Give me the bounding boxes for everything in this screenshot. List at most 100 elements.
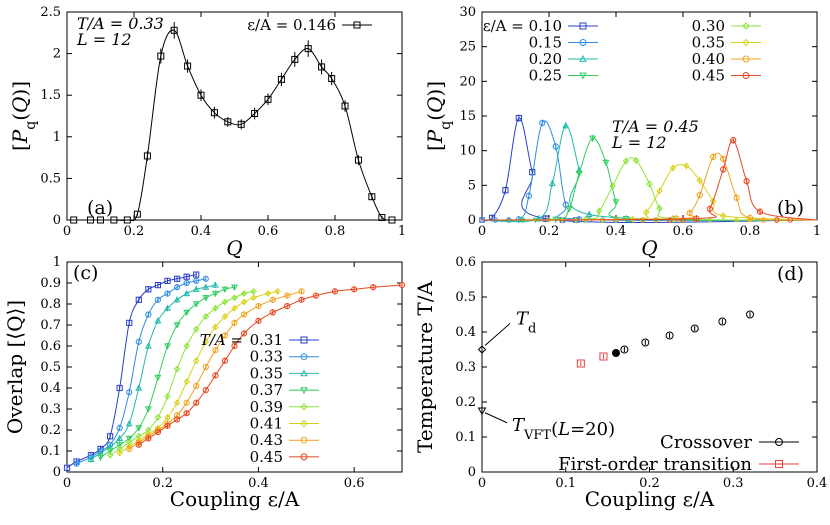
data-point	[106, 451, 114, 459]
series-td	[477, 345, 487, 354]
data-point	[284, 292, 291, 299]
legend-marker	[300, 387, 308, 395]
data-point	[193, 382, 200, 389]
data-point	[341, 102, 349, 110]
data-point	[709, 197, 717, 205]
legend-marker	[300, 403, 308, 411]
data-point	[123, 216, 131, 224]
y-tick-label: 0.6	[455, 255, 476, 270]
data-point	[250, 294, 257, 302]
x-tick-label: 0	[478, 224, 486, 239]
data-point	[144, 342, 152, 349]
x-tick-label: 0.6	[673, 224, 694, 239]
series-firstordertransition	[576, 352, 608, 368]
data-point	[106, 433, 114, 440]
data-point	[730, 137, 737, 144]
data-point	[251, 110, 259, 118]
data-point	[164, 277, 171, 284]
data-point	[602, 159, 610, 167]
data-point	[612, 349, 620, 357]
y-tick-label: 0.5	[40, 171, 61, 186]
data-point	[221, 332, 229, 339]
baseline-point	[760, 217, 767, 223]
y-tick-label: 1	[53, 130, 61, 145]
data-point	[525, 192, 533, 199]
y-tick-label: 0.3	[455, 360, 476, 375]
data-point	[656, 204, 663, 212]
annotation-td: Td	[516, 309, 536, 337]
legend-label: 0.35	[250, 364, 283, 382]
panel-a: 0 0.2 0.4 0.6 0.8 1 0 0.5 1 1.5 2 2.5 ε/A = 0.146 T/A…	[8, 5, 406, 260]
data-point	[192, 285, 200, 292]
data-point	[125, 435, 133, 443]
data-point	[756, 208, 764, 215]
data-point	[250, 288, 257, 295]
panel-label: (b)	[777, 197, 804, 219]
legend-label: 0.39	[250, 398, 283, 416]
baseline-point	[733, 217, 740, 223]
baseline-point	[706, 217, 713, 223]
panel-label: (c)	[73, 262, 98, 284]
data-point	[73, 460, 80, 467]
x-axis-label: Coupling ε/A	[585, 487, 715, 511]
data-point	[284, 303, 291, 310]
series-line	[76, 278, 206, 465]
x-tick-label: 0.8	[740, 224, 761, 239]
data-point	[576, 359, 585, 368]
data-point	[126, 319, 133, 326]
data-point	[231, 284, 238, 291]
x-tick-label: 1	[398, 224, 406, 239]
x-tick-label: 0.3	[723, 476, 744, 491]
series-crossover	[620, 310, 754, 354]
data-point	[164, 422, 171, 429]
data-point	[192, 357, 200, 365]
data-point	[515, 114, 522, 122]
data-point	[97, 216, 104, 224]
data-point	[202, 363, 209, 371]
x-tick-label: 0.2	[539, 224, 560, 239]
series-line	[481, 137, 818, 221]
data-point	[145, 311, 152, 318]
data-point	[116, 434, 124, 441]
data-point	[193, 271, 200, 278]
data-point	[154, 429, 162, 436]
data-point	[642, 209, 650, 216]
x-axis-label: Q	[641, 236, 657, 260]
series-line	[73, 29, 393, 222]
series-T0.33	[73, 275, 209, 467]
data-point	[719, 212, 727, 220]
data-point	[548, 179, 556, 186]
legend-marker	[300, 419, 308, 428]
data-point	[183, 410, 190, 417]
data-point	[183, 289, 191, 297]
data-point	[575, 170, 583, 178]
data-point	[135, 296, 142, 303]
x-tick-label: 0.4	[807, 476, 828, 491]
data-point	[184, 62, 192, 70]
data-point	[641, 338, 650, 347]
legend-marker	[579, 72, 587, 80]
baseline-point	[747, 217, 753, 223]
legend-marker	[300, 436, 308, 444]
legend-label: 0.35	[692, 34, 725, 52]
y-tick-label: 0.4	[40, 381, 61, 396]
y-tick-label: 0.1	[40, 444, 61, 459]
series-line	[100, 286, 235, 458]
y-tick-label: 5	[468, 178, 476, 193]
legend-label: 0.37	[250, 381, 283, 399]
data-point	[164, 304, 171, 311]
plot-frame	[66, 11, 403, 221]
y-tick-label: 30	[459, 5, 476, 20]
data-point	[110, 216, 118, 224]
data-point	[126, 445, 133, 452]
data-point	[231, 304, 238, 312]
y-tick-label: 0.4	[455, 325, 476, 340]
x-tick-label: 0.1	[555, 476, 576, 491]
data-point	[173, 296, 181, 303]
data-point	[135, 425, 143, 432]
legend-label: 0.45	[692, 67, 725, 85]
panel-d: 0 0.1 0.2 0.3 0.4 0 0.1 0.2 0.3 0.4 0.5 0.6 Td TVFT(L…	[413, 255, 827, 511]
data-point	[354, 156, 362, 164]
data-point	[477, 407, 487, 416]
data-point	[210, 109, 218, 117]
